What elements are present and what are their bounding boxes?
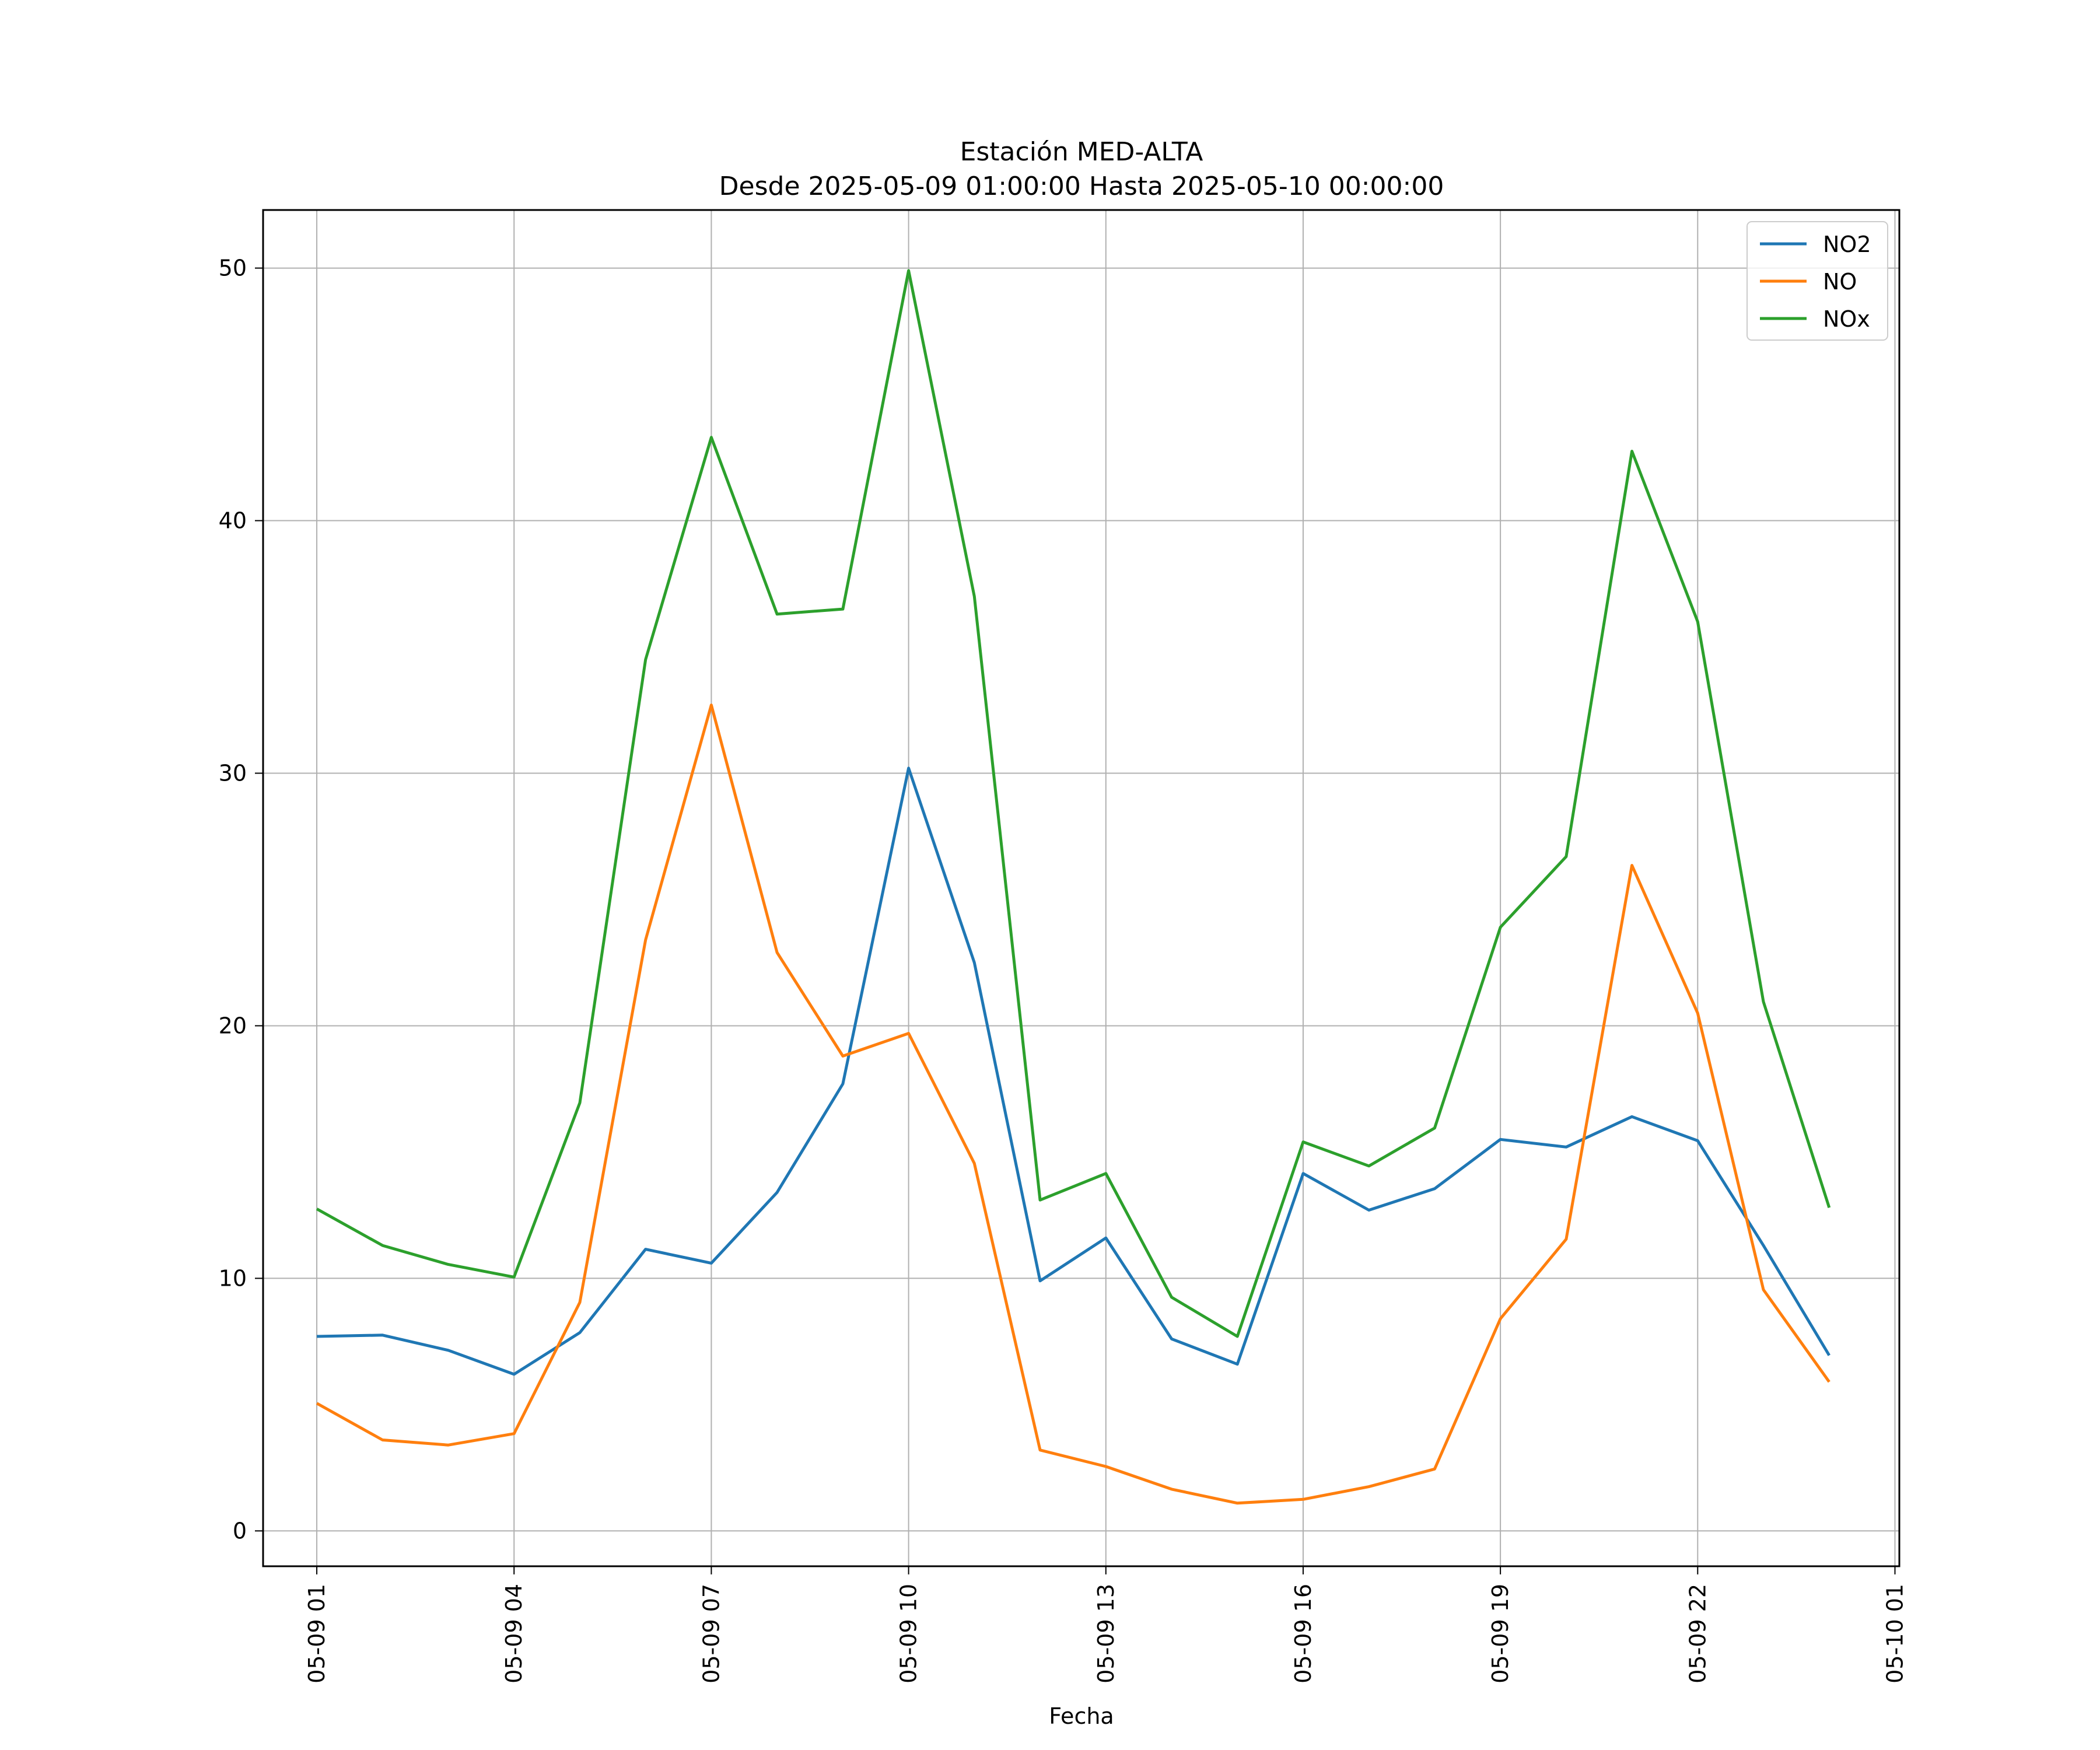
y-tick-label: 50 xyxy=(219,256,247,281)
y-tick-label: 0 xyxy=(233,1518,247,1544)
legend-label-nox: NOx xyxy=(1823,306,1870,332)
series-lines xyxy=(316,269,1831,1505)
chart-subtitle: Desde 2025-05-09 01:00:00 Hasta 2025-05-… xyxy=(719,172,1444,201)
x-tick-label: 05-09 07 xyxy=(698,1584,724,1684)
x-tick-label: 05-10 01 xyxy=(1882,1584,1908,1684)
y-tick-label: 10 xyxy=(219,1265,247,1291)
x-axis-label: Fecha xyxy=(1049,1703,1114,1729)
series-line-no xyxy=(316,704,1831,1505)
legend-box xyxy=(1746,221,1888,341)
x-axis: 05-09 01 05-09 04 05-09 07 05-09 10 05-09 13… xyxy=(304,1566,1908,1684)
x-tick-label: 05-09 16 xyxy=(1290,1584,1316,1684)
legend: NO2 NO NOx xyxy=(1746,221,1888,341)
plot-frame xyxy=(262,209,1901,1567)
series-line-nox xyxy=(316,269,1831,1338)
y-axis: 0 10 20 30 40 50 xyxy=(219,256,263,1544)
series-line-no2 xyxy=(317,766,1831,1376)
chart-title: Estación MED-ALTA xyxy=(960,137,1203,167)
x-tick-label: 05-09 13 xyxy=(1093,1584,1119,1684)
x-tick-label: 05-09 01 xyxy=(304,1584,330,1684)
y-tick-label: 30 xyxy=(219,761,247,786)
legend-label-no2: NO2 xyxy=(1823,232,1871,257)
y-tick-label: 20 xyxy=(219,1013,247,1038)
legend-label-no: NO xyxy=(1823,269,1857,295)
x-tick-label: 05-09 10 xyxy=(896,1584,922,1684)
x-tick-label: 05-09 19 xyxy=(1488,1584,1513,1684)
y-tick-label: 40 xyxy=(219,508,247,534)
x-tick-label: 05-09 04 xyxy=(501,1584,527,1684)
x-tick-label: 05-09 22 xyxy=(1685,1584,1710,1684)
